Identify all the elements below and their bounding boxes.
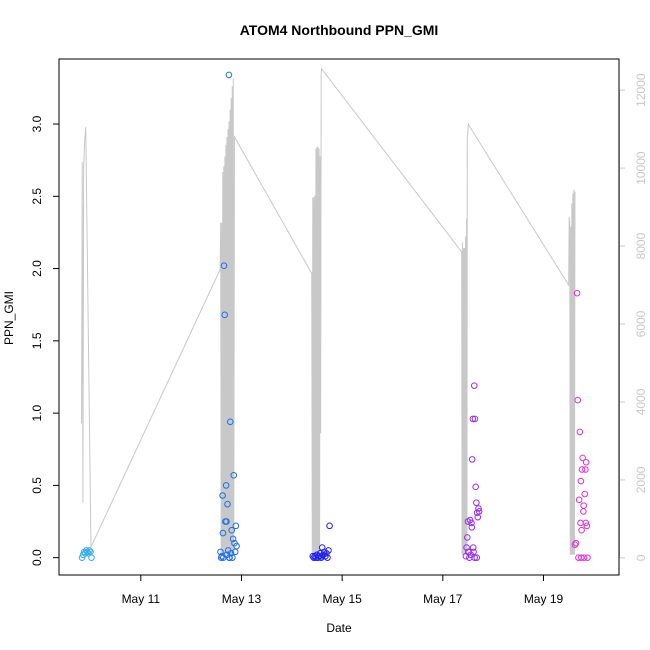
data-point xyxy=(571,541,579,548)
data-point xyxy=(582,519,590,527)
data-point xyxy=(471,415,479,423)
data-point xyxy=(575,496,583,504)
y-tick-label: 2.0 xyxy=(30,260,44,277)
data-point xyxy=(469,415,477,423)
chart-title: ATOM4 Northbound PPN_GMI xyxy=(240,22,439,38)
data-point xyxy=(221,311,228,319)
y-axis-label: PPN_GMI xyxy=(2,291,16,345)
y-tick-label: 0.5 xyxy=(30,477,44,494)
data-point xyxy=(219,492,226,499)
data-point xyxy=(572,539,580,547)
data-point xyxy=(217,554,225,561)
data-point xyxy=(223,518,230,525)
x-tick-label: May 15 xyxy=(322,592,362,606)
y-tick-label: 0.0 xyxy=(30,549,44,566)
data-point xyxy=(230,471,238,479)
data-point xyxy=(463,534,471,541)
data-point xyxy=(468,524,476,531)
secondary-series xyxy=(81,67,576,555)
data-point xyxy=(577,554,585,561)
data-point xyxy=(78,554,86,561)
data-point xyxy=(465,548,472,556)
axes: May 11 May 13 May 15 May 17 May 19 0.0 0.5 1.0 1… xyxy=(30,73,648,606)
plot-frame xyxy=(58,58,620,576)
data-point xyxy=(580,554,588,561)
data-point xyxy=(326,522,333,530)
data-point xyxy=(573,289,581,297)
data-point xyxy=(471,554,478,561)
y2-tick-label: 0 xyxy=(634,554,648,561)
data-point xyxy=(232,522,240,530)
data-point xyxy=(582,466,589,473)
data-point xyxy=(225,554,233,561)
data-point xyxy=(318,552,325,560)
data-point xyxy=(473,554,481,561)
data-point xyxy=(577,477,585,485)
y-tick-label: 3.0 xyxy=(30,115,44,132)
data-point xyxy=(579,454,586,462)
data-point xyxy=(324,554,331,561)
data-point xyxy=(229,554,236,561)
data-point xyxy=(228,526,235,534)
data-point xyxy=(580,508,587,515)
x-tick-label: May 11 xyxy=(122,592,161,606)
data-point xyxy=(219,529,227,537)
y2-tick-label: 10000 xyxy=(634,151,648,185)
data-point xyxy=(468,519,475,527)
data-point xyxy=(469,544,477,551)
y2-tick-label: 12000 xyxy=(634,73,648,107)
data-point xyxy=(470,382,478,389)
y-tick-label: 1.0 xyxy=(30,404,44,421)
data-point xyxy=(225,71,233,79)
point-series xyxy=(78,71,591,561)
data-point xyxy=(574,396,582,404)
data-point xyxy=(582,458,590,466)
data-point xyxy=(325,547,332,554)
data-point xyxy=(576,428,584,436)
data-point xyxy=(578,526,585,534)
y2-tick-label: 4000 xyxy=(634,388,648,415)
data-point xyxy=(475,505,482,512)
x-tick-label: May 13 xyxy=(222,592,262,606)
data-point xyxy=(226,418,234,426)
data-point xyxy=(233,542,240,550)
y-tick-label: 2.5 xyxy=(30,188,44,205)
data-point xyxy=(581,490,589,498)
data-point xyxy=(229,535,237,543)
data-point xyxy=(88,554,95,561)
x-tick-label: May 19 xyxy=(524,592,564,606)
y-tick-label: 1.5 xyxy=(30,332,44,349)
data-point xyxy=(222,482,230,489)
data-point xyxy=(583,522,591,530)
y2-tick-label: 8000 xyxy=(634,232,648,259)
data-point xyxy=(584,554,591,561)
data-point xyxy=(86,547,93,554)
x-tick-label: May 17 xyxy=(423,592,463,606)
data-point xyxy=(473,499,480,507)
secondary-series-line xyxy=(81,67,576,555)
data-point xyxy=(578,466,586,473)
x-axis-label: Date xyxy=(326,621,352,635)
data-point xyxy=(220,262,228,269)
data-point xyxy=(472,483,479,491)
y2-tick-label: 6000 xyxy=(634,310,648,337)
data-point xyxy=(468,456,476,463)
y2-tick-label: 2000 xyxy=(634,466,648,493)
data-point xyxy=(227,550,235,557)
data-point xyxy=(580,502,587,509)
data-point xyxy=(224,500,231,508)
data-point xyxy=(475,508,483,515)
